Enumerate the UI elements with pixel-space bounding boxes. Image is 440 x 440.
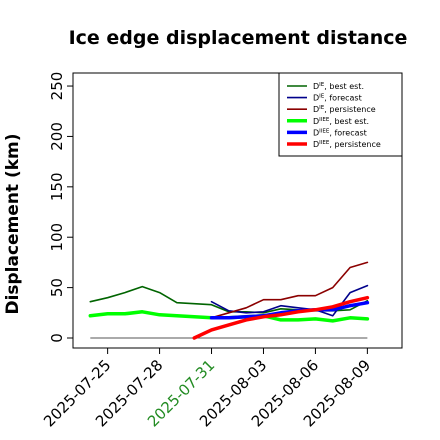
y-tick-label: 0 — [48, 333, 66, 343]
legend-label-4: DIIEE, forecast — [313, 128, 367, 137]
y-tick-label: 250 — [48, 72, 66, 101]
x-ticks: 2025-07-252025-07-282025-07-312025-08-03… — [40, 348, 374, 430]
chart-title: Ice edge displacement distance — [69, 27, 408, 49]
legend-box — [278, 72, 403, 157]
legend-label-5: DIIEE, persistence — [313, 140, 381, 149]
y-ticks: 0 50 100 150 200 250 — [48, 72, 73, 343]
y-tick-label: 100 — [48, 223, 66, 252]
y-tick-label: 200 — [48, 122, 66, 151]
legend-label-2: DIE, persistence — [313, 105, 376, 114]
y-tick-label: 150 — [48, 173, 66, 202]
y-tick-label: 50 — [48, 278, 66, 297]
y-axis-label: Displacement (km) — [3, 133, 23, 314]
series-line-5 — [192, 295, 370, 340]
series-line-2 — [210, 261, 369, 319]
legend: DIE, best est. DIE, forecast DIE, persiste… — [278, 72, 403, 157]
series-layer — [88, 261, 370, 340]
plot-area-frame — [72, 72, 403, 349]
legend-label-1: DIE, forecast — [313, 94, 362, 103]
legend-label-0: DIE, best est. — [313, 82, 364, 91]
legend-label-3: DIIEE, best est. — [313, 117, 369, 126]
